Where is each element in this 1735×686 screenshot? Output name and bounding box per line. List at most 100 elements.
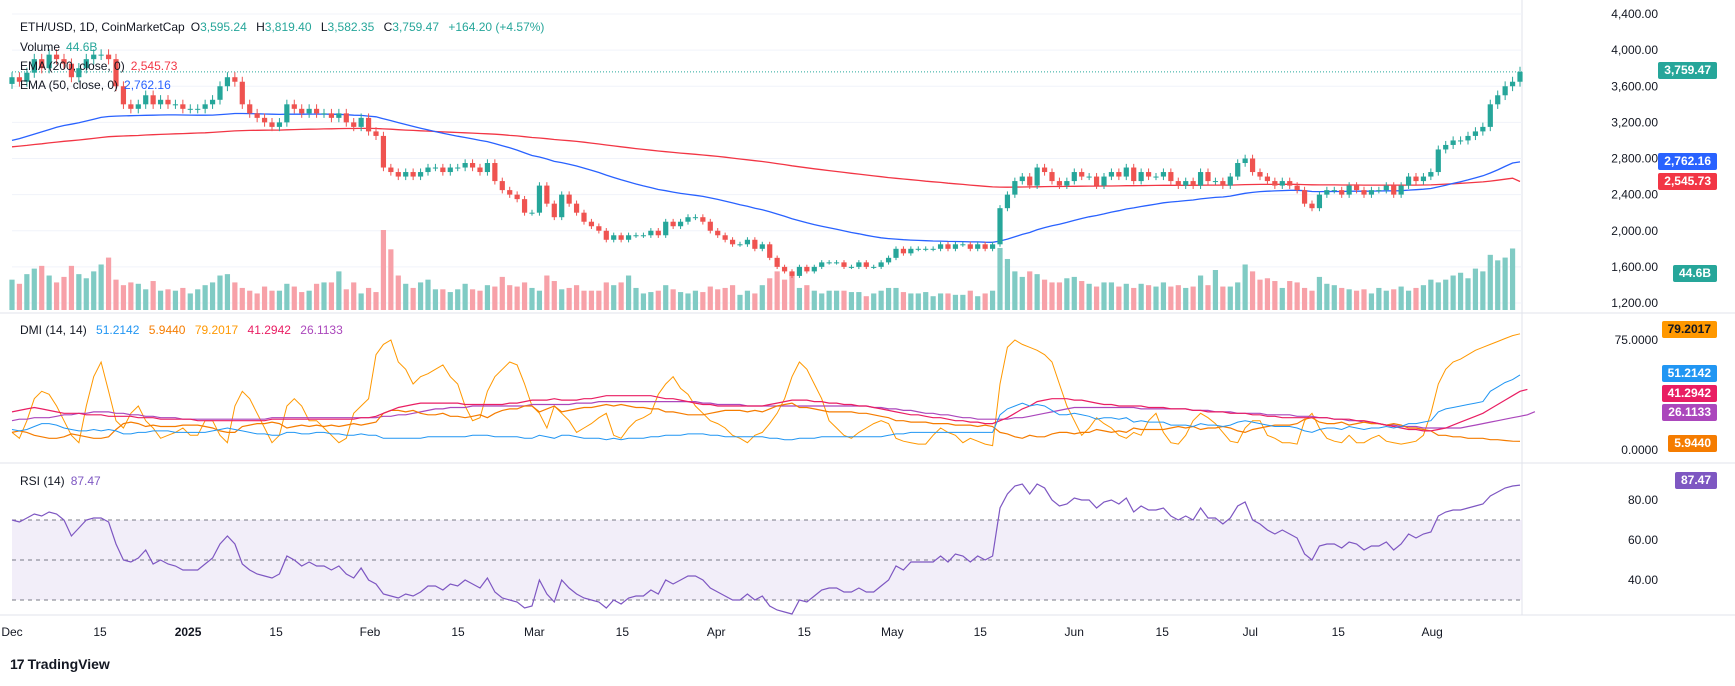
candle-body — [1168, 172, 1174, 182]
volume-bar — [1257, 279, 1263, 310]
volume-bar — [781, 279, 788, 310]
volume-bar — [1413, 287, 1419, 310]
volume-bar — [1175, 285, 1181, 310]
volume-bar — [113, 279, 119, 310]
volume-bar — [737, 294, 743, 310]
candle-body — [1041, 167, 1048, 173]
price-tick-label: 4,400.00 — [1611, 7, 1658, 21]
volume-bar — [306, 290, 312, 310]
candle-body — [908, 248, 914, 254]
candle-body — [209, 99, 216, 105]
volume-bar — [1079, 281, 1085, 310]
candle-body — [655, 230, 661, 236]
candle-body — [1183, 181, 1189, 186]
candle-body — [937, 244, 944, 249]
candle-body — [1301, 190, 1308, 204]
volume-bar — [707, 286, 713, 310]
candle-body — [1272, 181, 1278, 186]
volume-bar — [455, 289, 461, 310]
candle-body — [893, 248, 899, 258]
volume-bar — [1101, 282, 1107, 310]
candle-body — [1353, 185, 1360, 191]
candle-body — [172, 104, 179, 106]
candle-body — [484, 163, 491, 173]
volume-bar — [1071, 276, 1077, 310]
volume-bar — [1502, 257, 1508, 310]
change-value: +164.20 (+4.57%) — [448, 20, 545, 34]
volume-bar — [856, 292, 862, 310]
volume-bar — [187, 293, 193, 310]
candle-body — [336, 113, 342, 118]
volume-bar — [172, 290, 179, 310]
volume-bar — [105, 257, 112, 310]
dmi-adxr-legend: 26.1133 — [300, 323, 343, 337]
candle-body — [462, 163, 468, 168]
volume-bar — [1027, 271, 1033, 310]
ema50-series — [11, 112, 1521, 243]
volume-bar — [952, 294, 959, 310]
volume-bar — [633, 287, 639, 310]
candle-body — [447, 167, 453, 173]
volume-bar — [677, 292, 684, 310]
candle-body — [611, 235, 617, 240]
volume-bar — [960, 294, 966, 310]
volume-bar — [1249, 271, 1256, 310]
candle-body — [83, 59, 89, 69]
candle-body — [1487, 104, 1493, 127]
candle-body — [425, 167, 431, 173]
volume-bar — [536, 290, 543, 310]
volume-bar — [915, 293, 921, 310]
volume-bar — [1160, 282, 1167, 310]
candle-body — [477, 167, 483, 173]
candle-body — [91, 54, 97, 60]
candle-body — [365, 117, 372, 132]
candle-body — [789, 271, 795, 276]
volume-bar — [618, 282, 624, 310]
volume-bar — [1220, 286, 1226, 310]
dmi-adxr-tag: 26.1133 — [1662, 404, 1717, 421]
volume-bar — [284, 283, 290, 310]
volume-bar — [373, 292, 379, 310]
candle-body — [1071, 172, 1077, 182]
candle-body — [819, 262, 825, 267]
volume-bar — [670, 289, 676, 310]
volume-bar — [425, 279, 431, 310]
ema200-tag: 2,545.73 — [1658, 173, 1717, 190]
volume-bar — [247, 290, 253, 310]
volume-bar — [863, 296, 869, 310]
volume-bar — [261, 286, 268, 310]
volume-bar — [291, 286, 297, 310]
candle-body — [1428, 172, 1434, 177]
candle-body — [1138, 172, 1144, 182]
candle-body — [1079, 172, 1085, 177]
volume-bar — [68, 265, 75, 310]
candle-body — [529, 212, 535, 214]
volume-bar — [343, 289, 349, 310]
candle-body — [1242, 158, 1248, 164]
candle-body — [945, 244, 951, 249]
candle-body — [299, 108, 305, 114]
candle-body — [1101, 176, 1107, 186]
tradingview-logo[interactable]: 17 TradingView — [10, 656, 110, 672]
volume-bar — [53, 282, 60, 310]
candle-body — [729, 239, 736, 245]
ema200-legend: EMA (200, close, 0) 2,545.73 — [20, 59, 178, 73]
candle-body — [900, 248, 907, 254]
volume-bar — [1398, 286, 1404, 310]
volume-bar — [417, 282, 424, 310]
volume-bar — [157, 290, 164, 310]
volume-bar — [774, 271, 780, 310]
volume-bar — [321, 282, 327, 310]
candle-body — [1331, 190, 1337, 192]
volume-bar — [351, 282, 357, 310]
candle-body — [328, 113, 335, 118]
volume-bar — [1279, 287, 1285, 310]
volume-bar — [1116, 286, 1122, 310]
volume-bar — [76, 274, 82, 310]
candle-body — [640, 235, 647, 237]
rsi-band — [12, 519, 1522, 601]
candle-body — [715, 230, 721, 236]
volume-bar — [789, 275, 795, 310]
candle-body — [767, 244, 773, 258]
